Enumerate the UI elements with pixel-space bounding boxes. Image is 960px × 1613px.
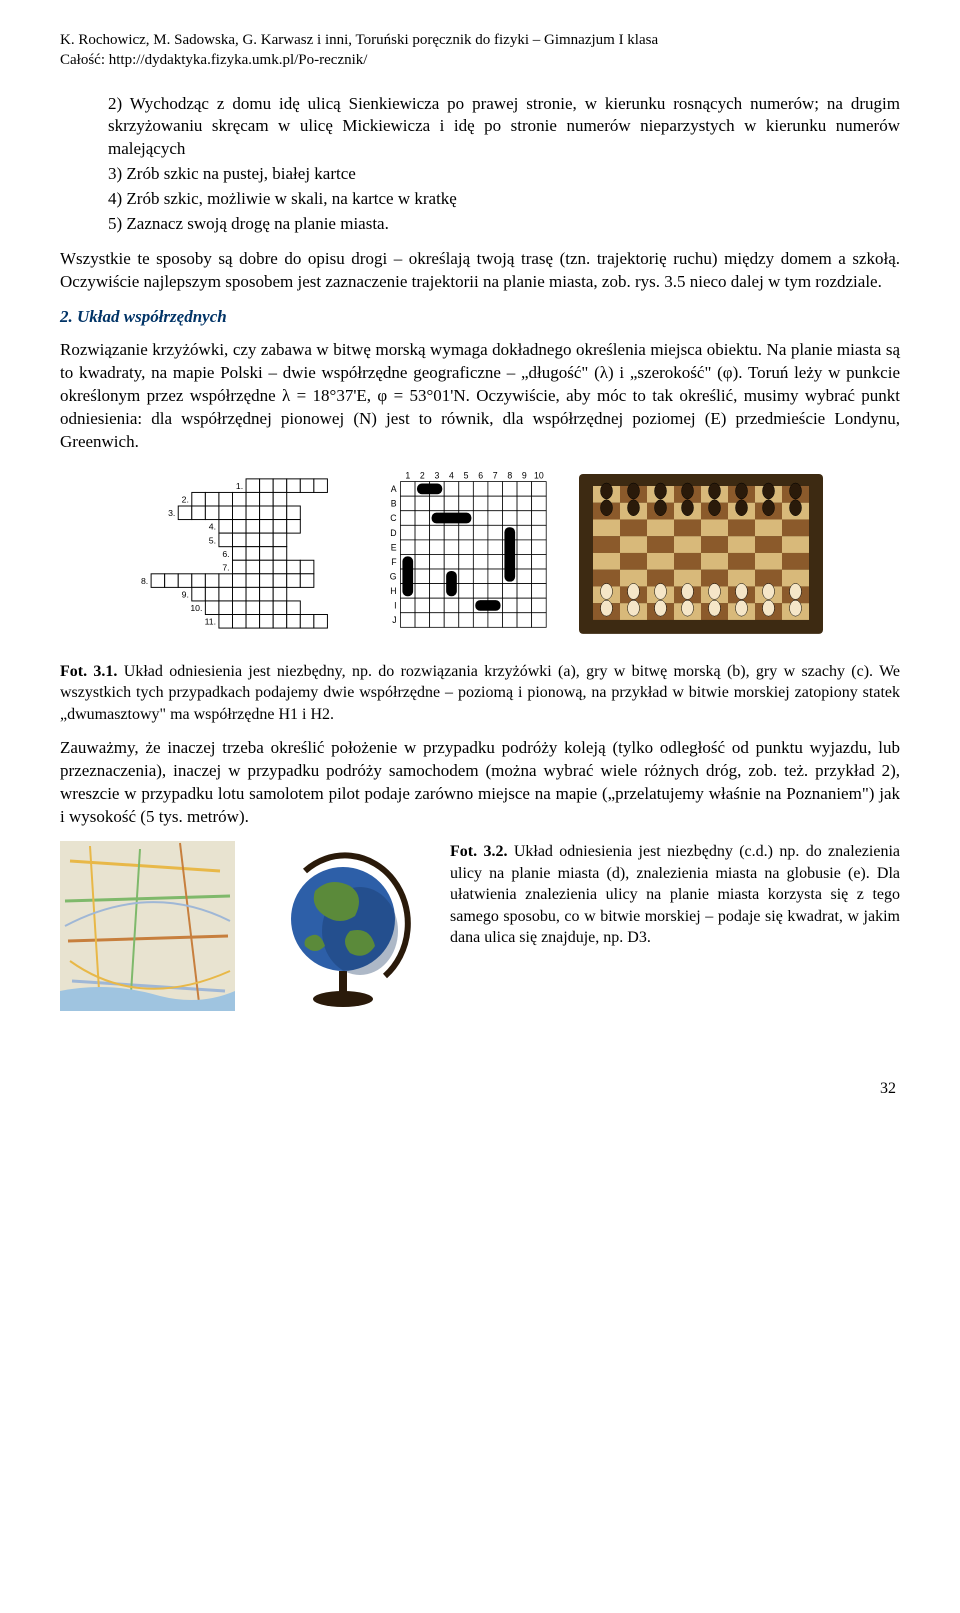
paragraph-travel: Zauważmy, że inaczej trzeba określić poł… xyxy=(60,737,900,829)
svg-text:6: 6 xyxy=(478,470,483,480)
list-item-5: 5) Zaznacz swoją drogę na planie miasta. xyxy=(108,213,900,236)
fig-3-2-label: Fot. 3.2. xyxy=(450,843,507,860)
svg-text:6.: 6. xyxy=(222,549,229,559)
svg-text:I: I xyxy=(394,600,396,610)
list-item-4: 4) Zrób szkic, możliwie w skali, na kart… xyxy=(108,188,900,211)
fig-3-2-text: Układ odniesienia jest niezbędny (c.d.) … xyxy=(450,843,900,946)
fig-3-1-label: Fot. 3.1. xyxy=(60,663,117,680)
svg-text:1.: 1. xyxy=(235,481,242,491)
svg-text:5: 5 xyxy=(463,470,468,480)
battleship-figure: 123456789 10 ABCDEFGHIJ xyxy=(383,468,553,645)
svg-text:2: 2 xyxy=(419,470,424,480)
svg-text:4: 4 xyxy=(449,470,454,480)
svg-text:8.: 8. xyxy=(140,576,147,586)
svg-text:10.: 10. xyxy=(190,603,202,613)
svg-text:5.: 5. xyxy=(208,535,215,545)
ordered-list: 2) Wychodząc z domu idę ulicą Sienkiewic… xyxy=(60,93,900,237)
header-line-1: K. Rochowicz, M. Sadowska, G. Karwasz i … xyxy=(60,30,900,50)
citymap-figure xyxy=(60,841,235,1018)
svg-text:8: 8 xyxy=(507,470,512,480)
svg-text:4.: 4. xyxy=(208,522,215,532)
figure-3-2-row: Fot. 3.2. Układ odniesienia jest niezbęd… xyxy=(60,841,900,1018)
svg-text:9.: 9. xyxy=(181,590,188,600)
crossword-figure: 1. 2. 3. 4. 5. 6. 7. 8. 9.10.11. xyxy=(130,475,365,637)
figure-3-1-caption: Fot. 3.1. Układ odniesienia jest niezbęd… xyxy=(60,661,900,726)
chessboard-figure xyxy=(571,468,831,645)
svg-text:3: 3 xyxy=(434,470,439,480)
fig-3-1-text: Układ odniesienia jest niezbędny, np. do… xyxy=(60,663,900,723)
svg-text:3.: 3. xyxy=(168,508,175,518)
list-item-2: 2) Wychodząc z domu idę ulicą Sienkiewic… xyxy=(108,93,900,162)
svg-text:A: A xyxy=(390,484,396,494)
page-number: 32 xyxy=(60,1078,900,1100)
svg-text:11.: 11. xyxy=(204,617,215,627)
svg-text:F: F xyxy=(391,557,396,567)
svg-text:7.: 7. xyxy=(222,563,229,573)
svg-text:C: C xyxy=(390,513,396,523)
svg-text:B: B xyxy=(390,498,396,508)
svg-text:7: 7 xyxy=(492,470,497,480)
svg-text:H: H xyxy=(390,586,396,596)
svg-text:D: D xyxy=(390,527,396,537)
section-2-title: 2. Układ współrzędnych xyxy=(60,306,900,329)
paragraph-coords: Rozwiązanie krzyżówki, czy zabawa w bitw… xyxy=(60,339,900,454)
svg-text:2.: 2. xyxy=(181,495,188,505)
figure-3-1-row: 1. 2. 3. 4. 5. 6. 7. 8. 9.10.11. 123456789 10 ABCD… xyxy=(60,468,900,645)
svg-text:9: 9 xyxy=(521,470,526,480)
svg-text:1: 1 xyxy=(405,470,410,480)
header-line-2: Całość: http://dydaktyka.fizyka.umk.pl/P… xyxy=(60,50,900,70)
svg-text:10: 10 xyxy=(534,470,544,480)
svg-text:J: J xyxy=(392,615,396,625)
svg-text:E: E xyxy=(390,542,396,552)
figure-3-2-caption: Fot. 3.2. Układ odniesienia jest niezbęd… xyxy=(450,841,900,949)
globe-figure xyxy=(255,841,430,1018)
list-item-3: 3) Zrób szkic na pustej, białej kartce xyxy=(108,163,900,186)
svg-text:G: G xyxy=(389,571,396,581)
paragraph-methods: Wszystkie te sposoby są dobre do opisu d… xyxy=(60,248,900,294)
